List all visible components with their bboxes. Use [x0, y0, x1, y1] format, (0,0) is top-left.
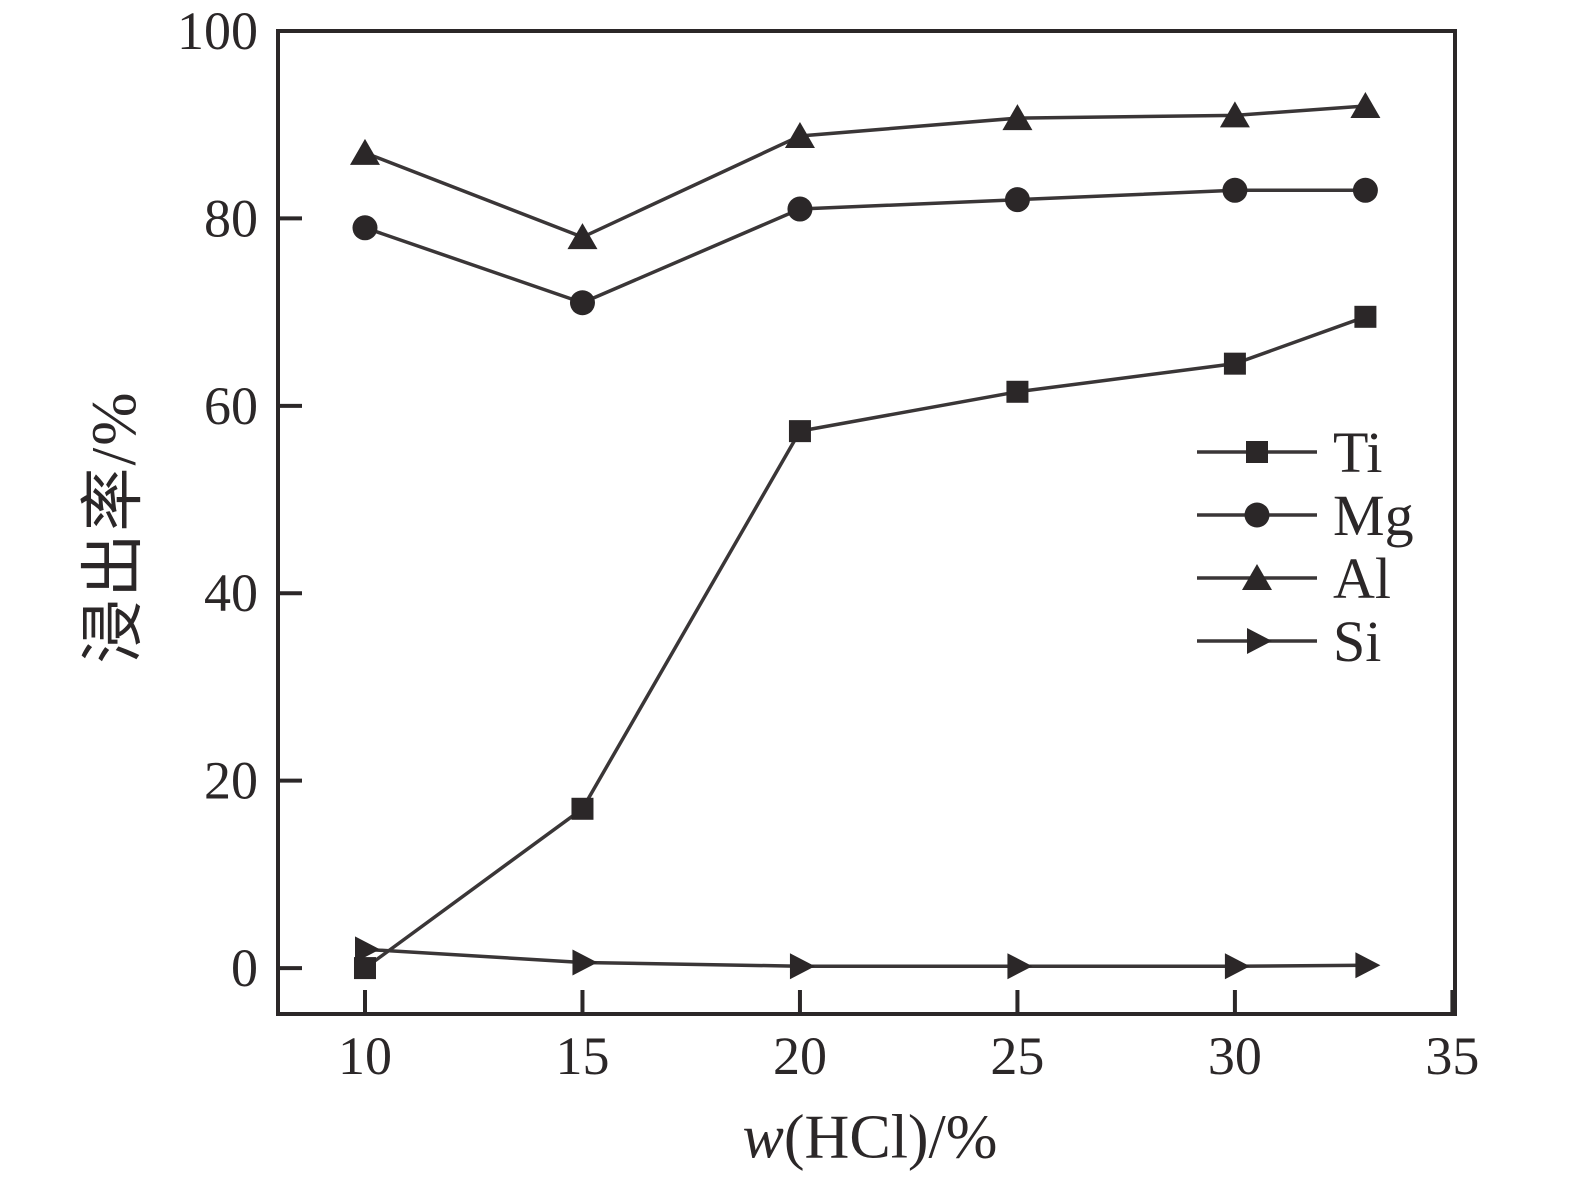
- legend-label-Al: Al: [1333, 546, 1391, 611]
- series-marker-Mg: [1222, 177, 1248, 203]
- series-marker-Ti: [571, 797, 594, 820]
- series-line-Si: [364, 947, 1366, 968]
- plot-frame: [276, 29, 1457, 1016]
- legend-marker-Al: [1242, 564, 1272, 590]
- legend-marker-Mg: [1244, 502, 1270, 528]
- series-marker-Si: [1007, 953, 1033, 980]
- series-marker-Si: [354, 936, 380, 963]
- x-axis-label-unit: (HCl)/%: [783, 1103, 998, 1172]
- y-axis-label: 浸出率/%: [78, 390, 149, 664]
- series-marker-Ti: [788, 420, 811, 443]
- x-tick-label: 10: [338, 1026, 392, 1086]
- series-marker-Ti: [1223, 352, 1246, 375]
- series-marker-Ti: [1006, 380, 1029, 403]
- series-marker-Mg: [1004, 187, 1030, 213]
- legend-label-Mg: Mg: [1333, 483, 1414, 548]
- series-marker-Al: [1002, 104, 1033, 131]
- x-tick-label: 35: [1425, 1026, 1479, 1086]
- series-marker-Al: [1350, 91, 1381, 118]
- series-marker-Ti: [1354, 305, 1377, 328]
- y-tick-label: 40: [204, 563, 258, 623]
- series-marker-Si: [1224, 953, 1250, 980]
- series-marker-Mg: [787, 196, 813, 222]
- series-marker-Al: [349, 138, 380, 165]
- x-tick-label: 30: [1208, 1026, 1262, 1086]
- series-marker-Mg: [1352, 177, 1378, 203]
- y-tick-label: 20: [204, 751, 258, 811]
- legend-label-Si: Si: [1333, 609, 1381, 674]
- y-tick-label: 100: [177, 1, 258, 61]
- y-tick-label: 80: [204, 188, 258, 248]
- series-marker-Si: [1355, 952, 1381, 979]
- series-marker-Al: [784, 121, 815, 148]
- series-marker-Al: [1219, 101, 1250, 128]
- legend-marker-Ti: [1246, 441, 1268, 463]
- series-marker-Si: [789, 953, 815, 980]
- series-line-Mg: [364, 188, 1366, 305]
- legend-label-Ti: Ti: [1333, 420, 1383, 485]
- series-line-Al: [364, 104, 1366, 240]
- x-tick-label: 20: [773, 1026, 827, 1086]
- legend-marker-Si: [1247, 628, 1272, 654]
- x-tick-label: 15: [555, 1026, 609, 1086]
- x-axis-label: w(HCl)/%: [743, 1103, 998, 1174]
- x-axis-label-variable: w: [742, 1103, 784, 1172]
- series-marker-Ti: [353, 957, 376, 980]
- y-tick-label: 60: [204, 376, 258, 436]
- series-marker-Mg: [569, 290, 595, 316]
- series-marker-Si: [572, 949, 598, 976]
- x-tick-label: 25: [990, 1026, 1044, 1086]
- series-line-Ti: [363, 315, 1366, 970]
- series-marker-Al: [567, 223, 598, 250]
- y-tick-label: 0: [231, 938, 258, 998]
- series-marker-Mg: [352, 215, 378, 241]
